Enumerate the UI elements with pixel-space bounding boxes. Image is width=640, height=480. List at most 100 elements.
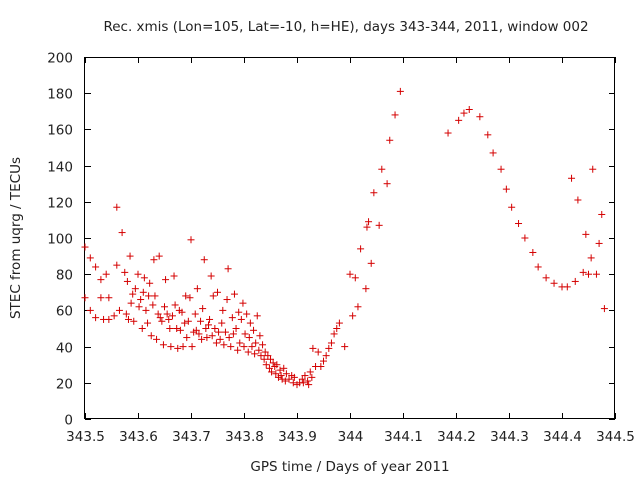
data-point xyxy=(508,203,516,211)
data-point xyxy=(138,325,146,332)
data-point xyxy=(325,344,333,352)
data-point xyxy=(230,290,238,298)
x-tick-label: 343.6 xyxy=(119,429,158,445)
data-point xyxy=(122,310,130,318)
data-point xyxy=(193,285,201,293)
data-point xyxy=(250,326,258,334)
data-point xyxy=(167,343,175,351)
data-point xyxy=(102,270,110,278)
data-points xyxy=(81,87,608,389)
data-point xyxy=(171,301,179,309)
data-point xyxy=(592,270,600,278)
data-point xyxy=(129,290,137,298)
data-point xyxy=(183,334,191,342)
data-point xyxy=(304,377,312,385)
data-point xyxy=(86,306,94,314)
x-axis-ticks: 343.5 343.6 343.7 343.8 343.9 344 344.1 344.2 34… xyxy=(66,57,635,445)
data-point xyxy=(370,189,378,197)
data-point xyxy=(264,352,272,360)
x-tick-label: 344.1 xyxy=(384,429,423,445)
data-point xyxy=(595,239,603,247)
data-point xyxy=(598,210,606,218)
data-point xyxy=(105,294,113,302)
data-point xyxy=(579,268,587,276)
data-point xyxy=(147,332,155,340)
x-tick-label: 344.2 xyxy=(437,429,476,445)
plot-area-frame xyxy=(84,57,615,419)
data-point xyxy=(220,341,228,349)
y-tick-label: 100 xyxy=(47,232,73,248)
data-point xyxy=(257,352,265,360)
data-point xyxy=(188,343,196,351)
data-point xyxy=(365,218,373,226)
data-point xyxy=(299,379,307,387)
data-point xyxy=(202,325,210,332)
data-point xyxy=(179,343,187,351)
data-point xyxy=(587,254,595,262)
data-point xyxy=(155,252,163,260)
data-point xyxy=(237,315,245,323)
y-axis-label: STEC from uqrg / TECUs xyxy=(8,157,24,319)
data-point xyxy=(574,196,582,204)
data-point xyxy=(176,326,184,334)
data-point xyxy=(305,381,313,389)
data-point xyxy=(178,308,186,316)
data-point xyxy=(276,366,284,374)
data-point xyxy=(386,136,394,144)
data-point xyxy=(126,252,134,260)
data-point xyxy=(301,372,309,380)
data-point xyxy=(362,285,370,293)
data-point xyxy=(327,339,335,347)
data-point xyxy=(351,274,359,282)
data-point xyxy=(191,310,199,318)
data-point xyxy=(134,270,142,278)
data-point xyxy=(182,292,190,300)
data-point xyxy=(192,326,200,334)
data-point xyxy=(118,229,126,237)
y-tick-label: 40 xyxy=(56,341,73,357)
data-point xyxy=(156,314,164,322)
data-point xyxy=(198,335,206,343)
y-tick-label: 0 xyxy=(64,413,73,429)
data-point xyxy=(135,303,143,311)
data-point xyxy=(221,328,229,336)
data-point xyxy=(240,343,248,351)
data-point xyxy=(197,317,205,325)
data-point xyxy=(235,308,243,316)
data-point xyxy=(206,315,214,323)
data-point xyxy=(521,234,529,242)
data-point xyxy=(484,131,492,139)
data-point xyxy=(105,315,113,323)
x-tick-label: 343.9 xyxy=(278,429,317,445)
data-point xyxy=(212,339,220,347)
data-point xyxy=(168,312,176,320)
data-point xyxy=(150,256,158,264)
data-point xyxy=(341,343,349,351)
data-point xyxy=(383,180,391,188)
data-point xyxy=(228,314,236,322)
data-point xyxy=(216,335,224,343)
data-point xyxy=(142,306,150,314)
data-point xyxy=(354,303,362,311)
data-point xyxy=(455,116,463,124)
data-point xyxy=(253,312,261,320)
data-point xyxy=(245,334,253,342)
data-point xyxy=(367,259,375,267)
data-point xyxy=(165,315,173,323)
x-tick-label: 344.5 xyxy=(596,429,635,445)
data-point xyxy=(170,272,178,280)
data-point xyxy=(121,268,129,276)
data-point xyxy=(92,314,100,322)
data-point xyxy=(322,352,330,360)
data-point xyxy=(465,105,473,113)
y-axis-ticks: 0 20 40 60 80 100 120 140 160 180 200 xyxy=(47,51,615,429)
data-point xyxy=(92,263,100,271)
data-point xyxy=(223,296,231,304)
data-point xyxy=(252,339,260,347)
data-point xyxy=(476,113,484,121)
x-tick-label: 343.8 xyxy=(225,429,264,445)
y-tick-label: 180 xyxy=(47,87,73,103)
chart-title: Rec. xmis (Lon=105, Lat=-10, h=HE), days… xyxy=(103,19,588,35)
data-point xyxy=(600,305,608,313)
data-point xyxy=(244,348,252,356)
